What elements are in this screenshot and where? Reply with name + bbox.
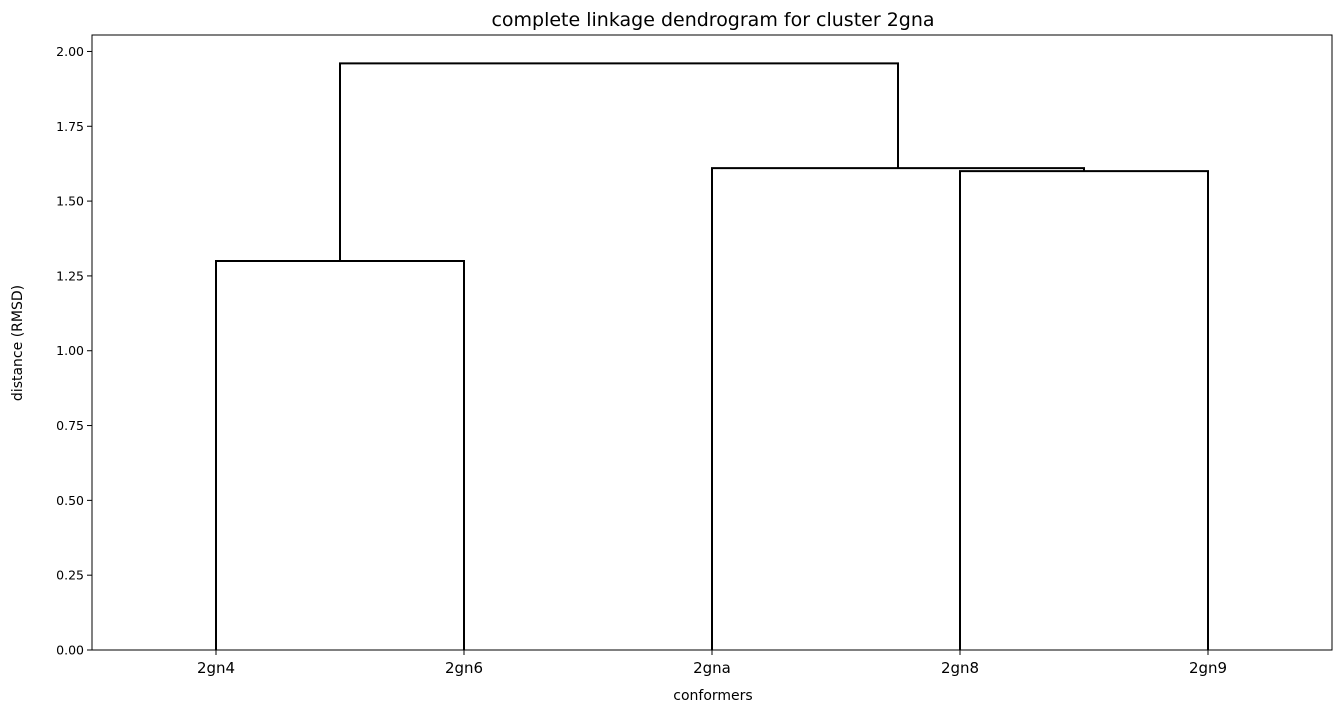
dendrogram-link-1 (215, 259, 465, 650)
y-tick-label: 0.25 (56, 568, 84, 583)
y-tick-label: 1.75 (56, 119, 84, 134)
x-tick-label: 2gna (693, 659, 731, 677)
x-axis-label: conformers (673, 688, 752, 704)
y-tick-label: 0.50 (56, 493, 84, 508)
x-tick-label: 2gn4 (197, 659, 235, 677)
dendrogram-link-2 (959, 170, 1209, 650)
x-axis-ticks: 2gn4 2gn6 2gna 2gn8 2gn9 (197, 650, 1227, 677)
x-tick-label: 2gn9 (1189, 659, 1227, 677)
y-tick-label: 1.50 (56, 194, 84, 209)
x-tick-label: 2gn6 (445, 659, 483, 677)
dendrogram-link-4 (339, 62, 899, 261)
y-tick-label: 2.00 (56, 44, 84, 59)
chart-title: complete linkage dendrogram for cluster … (491, 9, 934, 31)
x-tick-label: 2gn8 (941, 659, 979, 677)
y-tick-label: 0.75 (56, 418, 84, 433)
dendrogram-links (215, 62, 1209, 650)
y-axis-label: distance (RMSD) (10, 285, 26, 401)
plot-area-frame (91, 34, 1333, 651)
dendrogram-link-3 (711, 167, 1085, 650)
y-tick-label: 0.00 (56, 643, 84, 658)
y-axis-ticks: 0.00 0.25 0.50 0.75 1.00 1.25 1.50 1.75 2.00 (56, 44, 92, 658)
y-tick-label: 1.00 (56, 343, 84, 358)
y-tick-label: 1.25 (56, 268, 84, 283)
